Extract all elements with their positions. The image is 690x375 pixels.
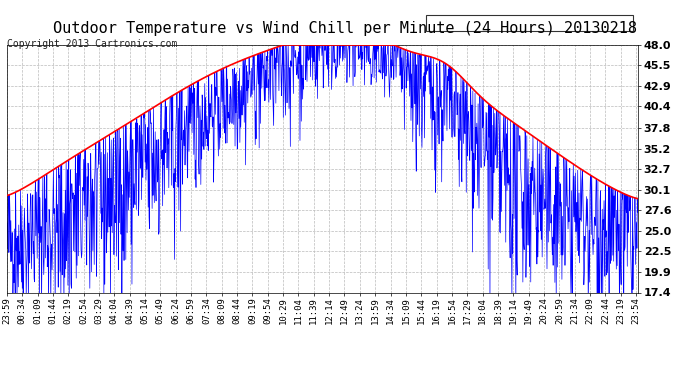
Text: Copyright 2013 Cartronics.com: Copyright 2013 Cartronics.com xyxy=(7,39,177,50)
Legend: Wind Chill  (°F), Temperature  (°F): Wind Chill (°F), Temperature (°F) xyxy=(426,15,633,31)
Text: Outdoor Temperature vs Wind Chill per Minute (24 Hours) 20130218: Outdoor Temperature vs Wind Chill per Mi… xyxy=(53,21,637,36)
